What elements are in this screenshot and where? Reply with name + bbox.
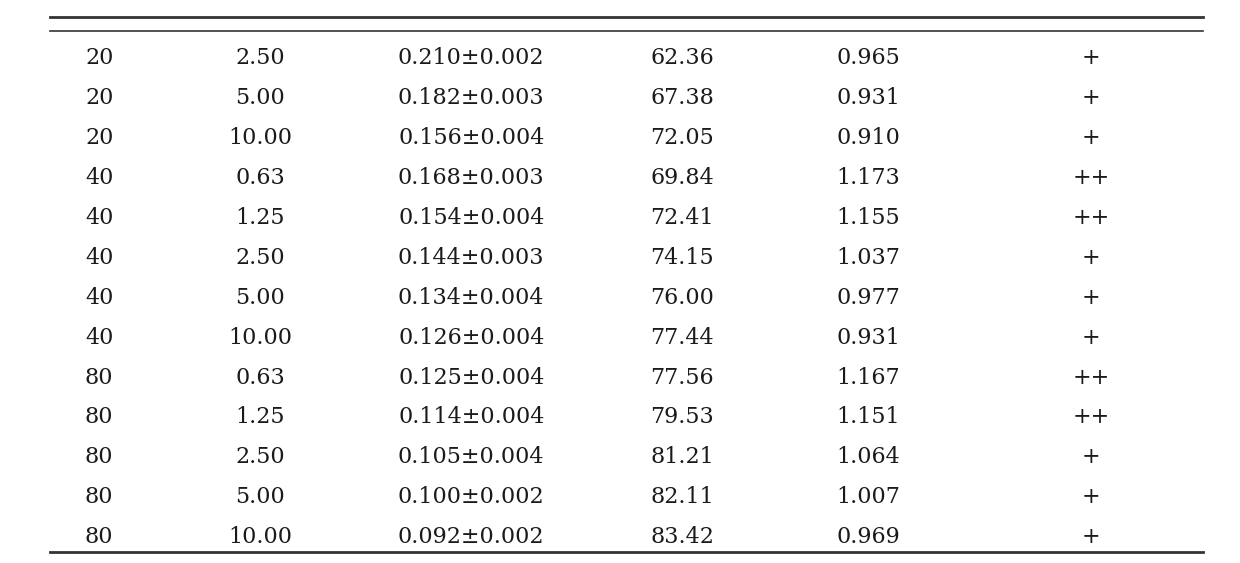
Text: 0.134±0.004: 0.134±0.004	[398, 287, 544, 309]
Text: 10.00: 10.00	[228, 127, 293, 149]
Text: 83.42: 83.42	[650, 526, 714, 548]
Text: 81.21: 81.21	[650, 446, 714, 468]
Text: 5.00: 5.00	[236, 87, 285, 109]
Text: +: +	[1081, 287, 1101, 309]
Text: +: +	[1081, 327, 1101, 348]
Text: 1.037: 1.037	[836, 247, 900, 269]
Text: 40: 40	[86, 247, 113, 269]
Text: 5.00: 5.00	[236, 287, 285, 309]
Text: 0.144±0.003: 0.144±0.003	[398, 247, 544, 269]
Text: 76.00: 76.00	[650, 287, 714, 309]
Text: 1.167: 1.167	[836, 367, 900, 388]
Text: +: +	[1081, 127, 1101, 149]
Text: 0.100±0.002: 0.100±0.002	[398, 486, 544, 508]
Text: 40: 40	[86, 287, 113, 309]
Text: 0.969: 0.969	[836, 526, 900, 548]
Text: 0.126±0.004: 0.126±0.004	[398, 327, 544, 348]
Text: 77.44: 77.44	[650, 327, 714, 348]
Text: +: +	[1081, 526, 1101, 548]
Text: 2.50: 2.50	[236, 446, 285, 468]
Text: 20: 20	[86, 47, 113, 69]
Text: 74.15: 74.15	[650, 247, 714, 269]
Text: 79.53: 79.53	[650, 406, 714, 428]
Text: +: +	[1081, 47, 1101, 69]
Text: 80: 80	[86, 446, 113, 468]
Text: ++: ++	[1073, 167, 1110, 189]
Text: ++: ++	[1073, 367, 1110, 388]
Text: 40: 40	[86, 327, 113, 348]
Text: 1.151: 1.151	[836, 406, 900, 428]
Text: 0.105±0.004: 0.105±0.004	[398, 446, 544, 468]
Text: 72.05: 72.05	[650, 127, 714, 149]
Text: 5.00: 5.00	[236, 486, 285, 508]
Text: 0.210±0.002: 0.210±0.002	[398, 47, 544, 69]
Text: ++: ++	[1073, 207, 1110, 229]
Text: 2.50: 2.50	[236, 47, 285, 69]
Text: 0.182±0.003: 0.182±0.003	[398, 87, 544, 109]
Text: 69.84: 69.84	[650, 167, 714, 189]
Text: 40: 40	[86, 167, 113, 189]
Text: 80: 80	[86, 367, 113, 388]
Text: 72.41: 72.41	[650, 207, 714, 229]
Text: 1.173: 1.173	[836, 167, 900, 189]
Text: 40: 40	[86, 207, 113, 229]
Text: 1.25: 1.25	[236, 207, 285, 229]
Text: 0.965: 0.965	[836, 47, 900, 69]
Text: 0.168±0.003: 0.168±0.003	[398, 167, 544, 189]
Text: 1.064: 1.064	[836, 446, 900, 468]
Text: 80: 80	[86, 486, 113, 508]
Text: +: +	[1081, 446, 1101, 468]
Text: 1.007: 1.007	[836, 486, 900, 508]
Text: 67.38: 67.38	[650, 87, 714, 109]
Text: +: +	[1081, 486, 1101, 508]
Text: +: +	[1081, 247, 1101, 269]
Text: 0.910: 0.910	[836, 127, 900, 149]
Text: 0.092±0.002: 0.092±0.002	[398, 526, 544, 548]
Text: 62.36: 62.36	[650, 47, 714, 69]
Text: +: +	[1081, 87, 1101, 109]
Text: 0.63: 0.63	[236, 367, 285, 388]
Text: ++: ++	[1073, 406, 1110, 428]
Text: 0.154±0.004: 0.154±0.004	[398, 207, 544, 229]
Text: 20: 20	[86, 127, 113, 149]
Text: 82.11: 82.11	[650, 486, 714, 508]
Text: 0.156±0.004: 0.156±0.004	[398, 127, 544, 149]
Text: 0.931: 0.931	[836, 87, 900, 109]
Text: 0.114±0.004: 0.114±0.004	[398, 406, 544, 428]
Text: 80: 80	[86, 526, 113, 548]
Text: 1.25: 1.25	[236, 406, 285, 428]
Text: 80: 80	[86, 406, 113, 428]
Text: 20: 20	[86, 87, 113, 109]
Text: 0.125±0.004: 0.125±0.004	[398, 367, 544, 388]
Text: 2.50: 2.50	[236, 247, 285, 269]
Text: 0.63: 0.63	[236, 167, 285, 189]
Text: 10.00: 10.00	[228, 526, 293, 548]
Text: 77.56: 77.56	[650, 367, 714, 388]
Text: 0.931: 0.931	[836, 327, 900, 348]
Text: 1.155: 1.155	[836, 207, 900, 229]
Text: 0.977: 0.977	[836, 287, 900, 309]
Text: 10.00: 10.00	[228, 327, 293, 348]
